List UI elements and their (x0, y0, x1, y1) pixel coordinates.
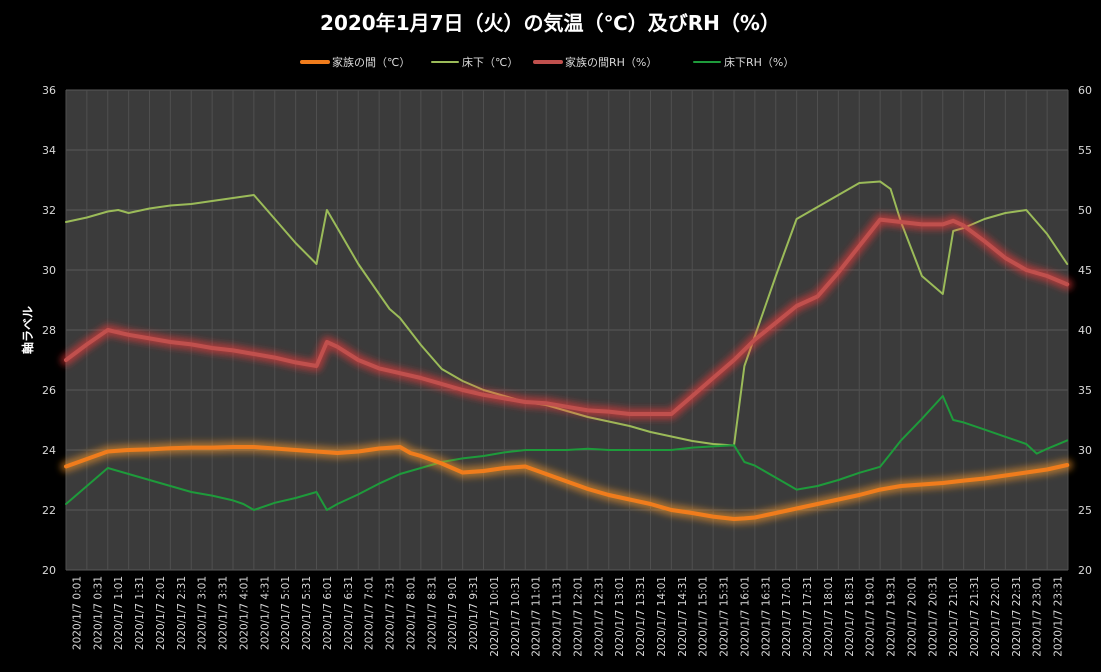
y-tick-label: 28 (42, 324, 56, 337)
legend-label: 床下RH（%） (724, 55, 794, 69)
y-axis-left: 20 22 24 26 28 30 32 34 36 (42, 84, 56, 577)
legend-label: 家族の間（℃） (332, 55, 410, 69)
y-tick-label: 22 (42, 504, 56, 517)
x-tick-label: 2020/1/7 7:01 (364, 576, 376, 650)
x-tick-label: 2020/1/7 17:01 (781, 576, 793, 657)
x-tick-label: 2020/1/7 16:31 (760, 576, 772, 657)
x-tick-label: 2020/1/7 13:31 (635, 576, 647, 657)
x-tick-label: 2020/1/7 0:31 (92, 576, 104, 650)
y-tick-label: 26 (42, 384, 56, 397)
y2-tick-label: 35 (1078, 384, 1092, 397)
y2-tick-label: 60 (1078, 84, 1092, 97)
x-tick-label: 2020/1/7 0:01 (71, 576, 83, 650)
legend-label: 家族の間RH（%） (565, 55, 657, 69)
y2-tick-label: 30 (1078, 444, 1092, 457)
x-tick-label: 2020/1/7 6:01 (322, 576, 334, 650)
x-tick-label: 2020/1/7 19:31 (886, 576, 898, 657)
x-tick-label: 2020/1/7 22:31 (1011, 576, 1023, 657)
x-tick-label: 2020/1/7 6:31 (343, 576, 355, 650)
y-tick-label: 34 (42, 144, 56, 157)
x-tick-label: 2020/1/7 3:01 (197, 576, 209, 650)
x-tick-label: 2020/1/7 7:31 (385, 576, 397, 650)
series-line-3 (65, 395, 1069, 511)
x-tick-label: 2020/1/7 4:01 (238, 576, 250, 650)
x-tick-label: 2020/1/7 13:01 (614, 576, 626, 657)
x-tick-label: 2020/1/7 9:31 (468, 576, 480, 650)
x-tick-label: 2020/1/7 3:31 (218, 576, 230, 650)
y-tick-label: 20 (42, 564, 56, 577)
x-tick-label: 2020/1/7 2:01 (155, 576, 167, 650)
y2-tick-label: 25 (1078, 504, 1092, 517)
x-tick-label: 2020/1/7 4:31 (259, 576, 271, 650)
y2-tick-label: 45 (1078, 264, 1092, 277)
x-tick-label: 2020/1/7 15:01 (698, 576, 710, 657)
x-tick-label: 2020/1/7 11:31 (552, 576, 564, 657)
y-tick-label: 36 (42, 84, 56, 97)
x-tick-label: 2020/1/7 8:31 (426, 576, 438, 650)
x-tick-label: 2020/1/7 14:31 (677, 576, 689, 657)
legend-label: 床下（℃） (462, 55, 518, 69)
y2-tick-label: 50 (1078, 204, 1092, 217)
x-tick-label: 2020/1/7 20:01 (906, 576, 918, 657)
x-tick-label: 2020/1/7 1:31 (134, 576, 146, 650)
y-tick-label: 32 (42, 204, 56, 217)
x-tick-label: 2020/1/7 19:01 (865, 576, 877, 657)
x-tick-label: 2020/1/7 10:01 (489, 576, 501, 657)
y-axis-right: 20 25 30 35 40 45 50 55 60 (1078, 84, 1092, 577)
gridlines (65, 89, 1069, 571)
y-tick-label: 24 (42, 444, 56, 457)
y2-tick-label: 40 (1078, 324, 1092, 337)
x-tick-label: 2020/1/7 8:01 (405, 576, 417, 650)
legend: 家族の間（℃） 床下（℃） 家族の間RH（%） 床下RH（%） (300, 55, 794, 69)
x-tick-label: 2020/1/7 9:01 (447, 576, 459, 650)
chart-title: 2020年1月7日（火）の気温（℃）及びRH（%） (320, 11, 780, 35)
series-line-2 (64, 217, 1070, 416)
x-tick-label: 2020/1/7 23:31 (1053, 576, 1065, 657)
x-tick-label: 2020/1/7 17:31 (802, 576, 814, 657)
x-tick-label: 2020/1/7 15:31 (719, 576, 731, 657)
x-tick-label: 2020/1/7 20:31 (927, 576, 939, 657)
x-axis: 2020/1/7 0:01 2020/1/7 0:31 2020/1/7 1:01 2… (71, 576, 1064, 657)
x-tick-label: 2020/1/7 10:31 (510, 576, 522, 657)
y2-tick-label: 20 (1078, 564, 1092, 577)
x-tick-label: 2020/1/7 21:31 (969, 576, 981, 657)
x-tick-label: 2020/1/7 14:01 (656, 576, 668, 657)
y-tick-label: 30 (42, 264, 56, 277)
y-axis-title: 軸ラベル (20, 306, 35, 354)
x-tick-label: 2020/1/7 12:31 (593, 576, 605, 657)
series-line-0 (64, 445, 1070, 521)
x-tick-label: 2020/1/7 16:01 (739, 576, 751, 657)
x-tick-label: 2020/1/7 11:01 (531, 576, 543, 657)
x-tick-label: 2020/1/7 23:01 (1032, 576, 1044, 657)
x-tick-label: 2020/1/7 18:31 (844, 576, 856, 657)
x-tick-label: 2020/1/7 12:01 (572, 576, 584, 657)
x-tick-label: 2020/1/7 5:31 (301, 576, 313, 650)
x-tick-label: 2020/1/7 18:01 (823, 576, 835, 657)
x-tick-label: 2020/1/7 21:01 (948, 576, 960, 657)
x-tick-label: 2020/1/7 1:01 (113, 576, 125, 650)
x-tick-label: 2020/1/7 5:01 (280, 576, 292, 650)
series-lines (60, 180, 1073, 525)
x-tick-label: 2020/1/7 22:01 (990, 576, 1002, 657)
x-tick-label: 2020/1/7 2:31 (176, 576, 188, 650)
y2-tick-label: 55 (1078, 144, 1092, 157)
